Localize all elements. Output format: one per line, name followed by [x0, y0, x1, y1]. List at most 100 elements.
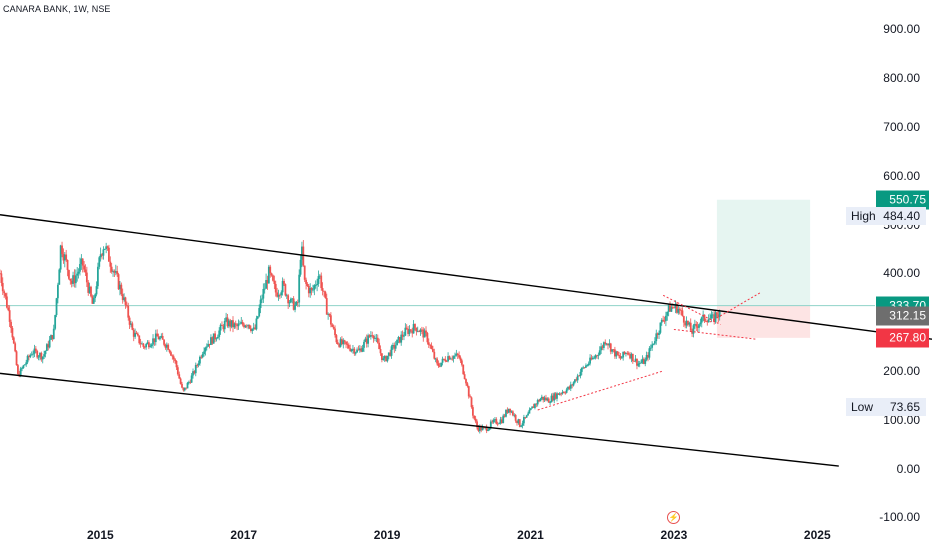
candle-body — [165, 344, 168, 348]
candle-body — [669, 304, 671, 312]
candle-body — [695, 324, 698, 327]
candle-body — [81, 258, 84, 266]
candle-body — [342, 340, 345, 345]
candle-body — [601, 346, 604, 348]
candle-body — [524, 417, 527, 418]
candle-body — [251, 328, 254, 332]
candle-body — [288, 302, 291, 304]
candle-body — [445, 361, 448, 363]
candle-body — [386, 355, 389, 362]
candle-body — [525, 415, 528, 418]
candle-body — [698, 324, 700, 328]
candle-body — [200, 356, 203, 358]
candle-body — [365, 338, 368, 344]
candle-body — [145, 344, 148, 348]
candle-body — [325, 298, 328, 315]
candle-body — [247, 324, 250, 326]
candle-body — [341, 339, 343, 345]
candle-body — [594, 355, 597, 358]
candle-body — [259, 299, 262, 309]
candle-body — [258, 308, 261, 317]
candle-body — [651, 344, 654, 348]
candle-body — [582, 367, 585, 369]
candle-body — [409, 329, 412, 331]
candle-body — [147, 342, 150, 348]
candle-body — [633, 361, 636, 362]
candle-body — [385, 356, 387, 362]
candle-body — [590, 357, 593, 360]
candle-body — [161, 335, 164, 340]
candle-body — [700, 317, 703, 323]
candle-body — [280, 292, 283, 296]
y-tick-label: 600.00 — [883, 168, 920, 183]
candle-body — [36, 351, 39, 358]
candle-body — [291, 298, 294, 300]
candle-body — [707, 319, 710, 323]
candle-body — [270, 273, 273, 276]
candle-body — [496, 423, 499, 425]
candle-body — [380, 353, 383, 361]
candle-body — [5, 296, 8, 308]
candle-body — [194, 365, 197, 374]
candle-body — [392, 344, 394, 347]
candle-body — [460, 360, 463, 365]
candle-body — [597, 354, 600, 356]
candle-body — [298, 274, 301, 303]
candle-body — [120, 284, 123, 295]
candle-body — [106, 246, 109, 248]
candle-body — [674, 303, 677, 308]
candle-body — [79, 264, 81, 272]
candle-body — [604, 342, 607, 345]
candle-body — [240, 321, 243, 324]
high-label-text: High — [851, 209, 876, 223]
candle-body — [204, 347, 207, 352]
candle-body — [76, 273, 79, 276]
candle-body — [187, 381, 190, 383]
candle-body — [696, 326, 699, 328]
candle-body — [465, 379, 467, 384]
candle-body — [28, 355, 30, 358]
candle-body — [480, 426, 483, 431]
candle-body — [618, 355, 620, 357]
candle-body — [394, 345, 397, 349]
candle-body — [114, 271, 117, 273]
y-tick-label: 900.00 — [883, 22, 920, 37]
candle-body — [54, 315, 57, 329]
candle-body — [600, 346, 603, 351]
y-tick-label: 100.00 — [883, 412, 920, 427]
candle-body — [305, 279, 307, 284]
candle-body — [545, 397, 547, 401]
candle-body — [534, 403, 536, 408]
candle-body — [307, 285, 310, 294]
candle-body — [238, 323, 241, 325]
candle-body — [605, 343, 608, 345]
candle-body — [139, 343, 142, 345]
candle-body — [237, 323, 240, 327]
candle-body — [367, 335, 370, 344]
candle-body — [441, 358, 444, 363]
candle-body — [99, 254, 102, 258]
candle-body — [96, 266, 99, 287]
candle-body — [108, 247, 110, 262]
candle-body — [505, 409, 507, 417]
candle-body — [427, 342, 430, 345]
candle-body — [57, 284, 59, 299]
candle-body — [462, 364, 465, 375]
candle-body — [503, 415, 506, 417]
candle-body — [324, 291, 327, 299]
candle-body — [616, 351, 619, 356]
candle-body — [523, 417, 525, 424]
candle-body — [222, 325, 225, 330]
candle-body — [95, 286, 98, 295]
lightning-flag-icon[interactable]: ⚡ — [667, 511, 680, 524]
candle-body — [687, 320, 689, 325]
candle-body — [135, 332, 138, 334]
candle-body — [134, 332, 137, 337]
candle-body — [146, 342, 149, 345]
candle-body — [656, 333, 659, 335]
candle-body — [536, 400, 539, 405]
candle-body — [265, 280, 267, 289]
candle-body — [339, 339, 342, 347]
